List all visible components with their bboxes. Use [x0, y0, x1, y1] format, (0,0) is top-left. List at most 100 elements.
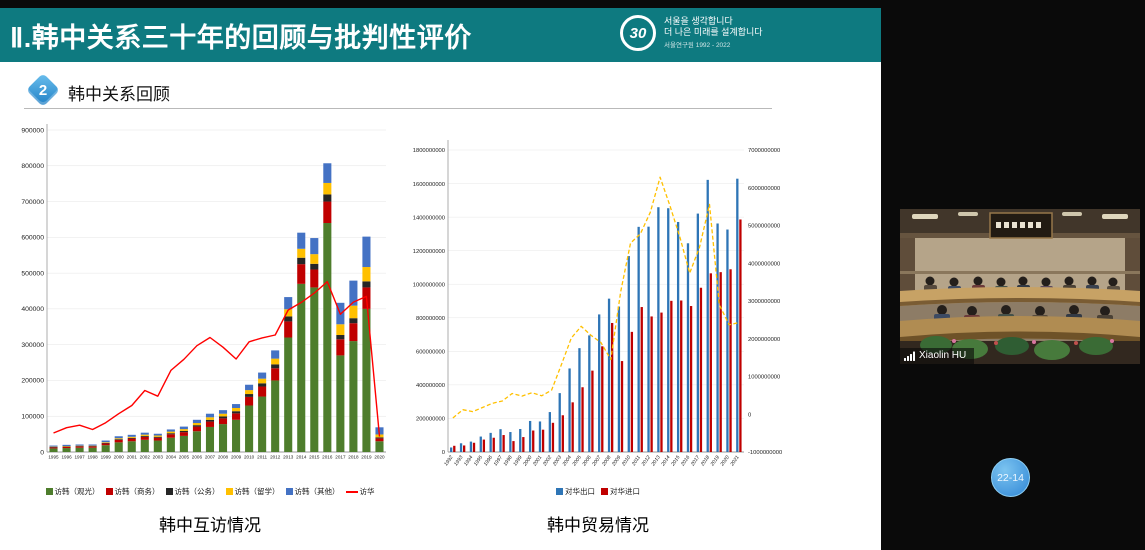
svg-text:200000000: 200000000 — [416, 417, 445, 423]
time-overlay-badge[interactable]: 22-14 — [991, 458, 1030, 497]
svg-text:2007: 2007 — [591, 455, 603, 469]
svg-text:800000000: 800000000 — [416, 316, 445, 322]
svg-text:0: 0 — [748, 412, 751, 418]
logo-text: 서울을 생각합니다 더 나은 미래를 설계합니다 서울연구원 1992 - 20… — [664, 16, 763, 51]
svg-text:1998: 1998 — [87, 455, 98, 460]
legend-label: 访韩（公务） — [174, 487, 220, 496]
svg-text:2015: 2015 — [309, 455, 320, 460]
legend-item: 访韩（其他） — [285, 486, 340, 497]
legend-label: 对华出口 — [565, 487, 595, 496]
svg-text:2020: 2020 — [374, 455, 385, 460]
svg-text:2017: 2017 — [335, 455, 346, 460]
svg-text:2002: 2002 — [140, 455, 151, 460]
legend-item: 访韩（公务） — [165, 486, 220, 497]
trade-chart-legend: 对华出口 对华进口 — [448, 486, 748, 497]
svg-text:900000: 900000 — [21, 127, 44, 134]
svg-text:2004: 2004 — [166, 455, 177, 460]
svg-text:1998: 1998 — [502, 455, 513, 468]
legend-label: 对华进口 — [610, 487, 640, 496]
legend-item: 访韩（商务） — [105, 486, 160, 497]
section-number: 2 — [38, 81, 48, 99]
svg-text:1995: 1995 — [48, 455, 59, 460]
legend-line-swatch — [345, 490, 358, 493]
svg-text:2018: 2018 — [348, 455, 359, 460]
svg-text:400000: 400000 — [21, 306, 44, 313]
svg-text:2008: 2008 — [218, 455, 229, 460]
legend-color-swatch — [556, 488, 563, 495]
svg-text:2017: 2017 — [689, 455, 701, 469]
anniversary-30-icon: 30 — [620, 15, 656, 51]
visits-chart-legend: 访韩（观光） 访韩（商务） 访韩（公务） 访韩（留学） 访韩（其他） 访华 — [10, 486, 410, 497]
svg-text:5000000000: 5000000000 — [748, 224, 780, 230]
charts-canvas: 0100000200000300000400000500000600000700… — [21, 124, 782, 469]
svg-text:1994: 1994 — [463, 455, 474, 468]
svg-text:2013: 2013 — [650, 455, 662, 469]
svg-text:7000000000: 7000000000 — [748, 148, 780, 154]
legend-color-swatch — [285, 488, 293, 495]
svg-text:2000: 2000 — [522, 455, 534, 469]
svg-text:2020: 2020 — [719, 455, 731, 469]
svg-text:2006: 2006 — [192, 455, 203, 460]
svg-text:1400000000: 1400000000 — [413, 215, 445, 221]
svg-text:600000000: 600000000 — [416, 350, 445, 356]
legend-color-swatch — [165, 488, 173, 495]
logo-slogan-line1: 서울을 생각합니다 — [664, 15, 733, 26]
svg-text:2012: 2012 — [640, 455, 652, 469]
svg-text:2000: 2000 — [114, 455, 125, 460]
participant-video-tile[interactable]: Xiaolin HU — [900, 209, 1140, 364]
meeting-room-scene — [900, 209, 1140, 364]
svg-text:1996: 1996 — [61, 455, 72, 460]
logo-slogan-line2: 더 나은 미래를 설계합니다 — [664, 26, 763, 37]
legend-color-swatch — [601, 488, 608, 495]
svg-text:1996: 1996 — [483, 455, 494, 468]
visits-chart-caption: 韩中互访情况 — [159, 516, 261, 535]
svg-text:2009: 2009 — [610, 455, 622, 469]
slide-title: Ⅱ.韩中关系三十年的回顾与批判性评价 — [10, 22, 472, 53]
svg-text:2003: 2003 — [551, 455, 563, 469]
svg-text:2006: 2006 — [581, 455, 593, 469]
svg-text:2013: 2013 — [283, 455, 294, 460]
svg-text:1200000000: 1200000000 — [413, 249, 445, 255]
legend-color-swatch — [225, 488, 233, 495]
svg-text:-1000000000: -1000000000 — [748, 450, 782, 456]
participant-name: Xiaolin HU — [919, 350, 967, 361]
legend-label: 访韩（其他） — [294, 487, 340, 496]
svg-text:2010: 2010 — [620, 455, 632, 469]
section-divider — [24, 108, 772, 109]
svg-text:400000000: 400000000 — [416, 383, 445, 389]
svg-text:2011: 2011 — [630, 455, 642, 468]
svg-text:2016: 2016 — [679, 455, 691, 469]
svg-text:1999: 1999 — [512, 455, 523, 468]
legend-item: 访韩（留学） — [225, 486, 280, 497]
legend-item: 对华出口 — [556, 486, 595, 497]
legend-item: 访华 — [345, 486, 375, 497]
svg-text:4000000000: 4000000000 — [748, 261, 780, 267]
svg-text:2000000000: 2000000000 — [748, 337, 780, 343]
svg-text:1993: 1993 — [453, 455, 464, 468]
svg-text:600000: 600000 — [21, 235, 44, 242]
legend-item: 对华进口 — [601, 486, 640, 497]
svg-text:2004: 2004 — [561, 455, 573, 469]
section-title: 韩中关系回顾 — [68, 85, 170, 104]
trade-chart-caption: 韩中贸易情况 — [547, 516, 649, 535]
svg-text:2019: 2019 — [709, 455, 721, 469]
participant-name-tag: Xiaolin HU — [900, 348, 975, 364]
svg-text:2019: 2019 — [361, 455, 372, 460]
svg-text:1800000000: 1800000000 — [413, 148, 445, 154]
slide-header: Ⅱ.韩中关系三十年的回顾与批判性评价 30 서울을 생각합니다 더 나은 미래를… — [0, 8, 881, 62]
slide-body: 2 韩中关系回顾 0 100000 200000 300000 400000 500000… — [0, 62, 881, 550]
svg-text:2005: 2005 — [571, 455, 583, 469]
svg-text:2014: 2014 — [660, 455, 672, 469]
svg-text:2001: 2001 — [127, 455, 138, 460]
svg-text:1995: 1995 — [473, 455, 484, 468]
svg-text:2008: 2008 — [601, 455, 613, 469]
svg-text:2014: 2014 — [296, 455, 307, 460]
svg-text:1000000000: 1000000000 — [413, 282, 445, 288]
svg-text:2009: 2009 — [231, 455, 242, 460]
svg-text:800000: 800000 — [21, 163, 44, 170]
svg-text:2005: 2005 — [179, 455, 190, 460]
svg-text:200000: 200000 — [21, 378, 44, 385]
legend-label: 访韩（商务） — [114, 487, 160, 496]
svg-text:1600000000: 1600000000 — [413, 182, 445, 188]
svg-text:2002: 2002 — [541, 455, 553, 469]
